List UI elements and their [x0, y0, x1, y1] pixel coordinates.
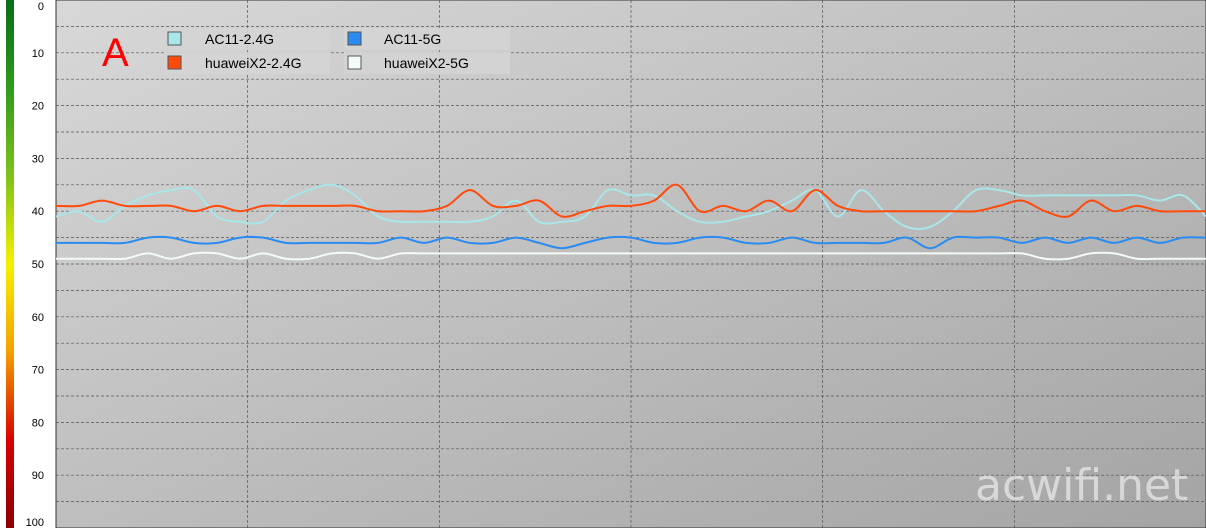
legend-label-huaweix2-5g: huaweiX2-5G [384, 55, 469, 71]
legend-swatch-huaweix2-5g [347, 55, 362, 70]
series-line-ac11-5g [56, 235, 1206, 250]
legend-swatch-huaweix2-2-4g [167, 55, 182, 70]
legend-entry-ac11-5g [344, 28, 510, 50]
legend-entry-ac11-2-4g [164, 28, 330, 50]
legend: AC11-2.4G AC11-5G huaweiX2-2.4G huaweiX2-5G [164, 28, 510, 74]
y-tick-label: 0 [38, 1, 44, 13]
legend-label-ac11-2-4g: AC11-2.4G [205, 31, 274, 47]
panel-label: A [102, 31, 129, 75]
watermark: acwifi.net [975, 460, 1188, 511]
y-tick-label: 100 [26, 517, 44, 528]
legend-entry-huaweix2-2-4g [164, 52, 330, 74]
y-tick-label: 70 [32, 365, 44, 377]
grid-lines [56, 0, 1206, 528]
legend-label-ac11-5g: AC11-5G [384, 31, 441, 47]
y-tick-label: 30 [32, 153, 44, 165]
series-line-huaweix2-5g [56, 251, 1206, 261]
y-tick-label: 20 [32, 101, 44, 113]
series-lines [55, 183, 1206, 261]
y-tick-label: 80 [32, 417, 44, 429]
y-tick-label: 60 [32, 312, 44, 324]
legend-entry-huaweix2-5g [344, 52, 510, 74]
y-tick-label: 40 [32, 206, 44, 218]
legend-swatch-ac11-2-4g [167, 31, 182, 46]
series-line-ac11-2-4g [55, 183, 1206, 231]
y-axis-ticks: 0 10 20 30 40 50 60 70 80 90 100 [26, 1, 44, 528]
y-tick-label: 10 [32, 48, 44, 60]
y-tick-label: 90 [32, 470, 44, 482]
series-line-huaweix2-2-4g [55, 183, 1206, 218]
y-tick-label: 50 [32, 259, 44, 271]
legend-label-huaweix2-2-4g: huaweiX2-2.4G [205, 55, 302, 71]
legend-swatch-ac11-5g [347, 31, 362, 46]
colorbar [6, 0, 14, 528]
